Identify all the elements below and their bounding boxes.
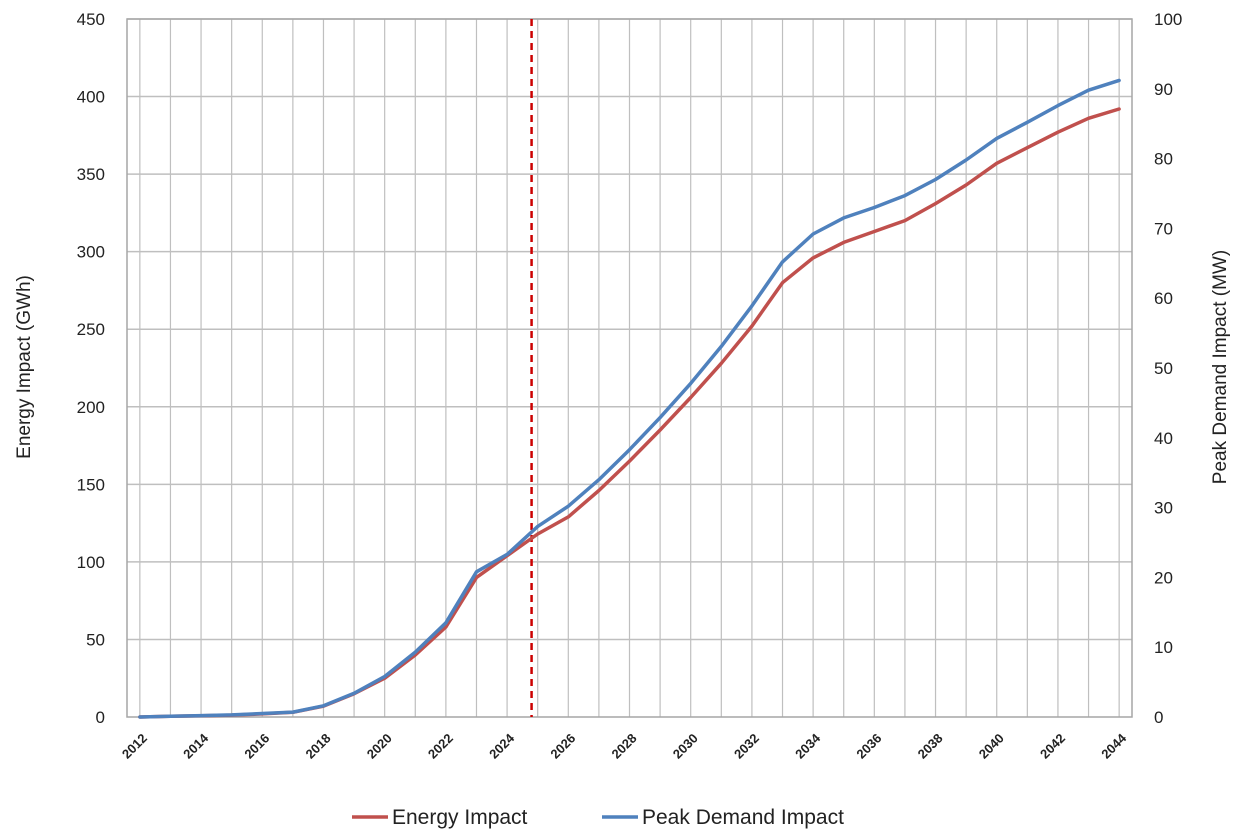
legend-item-peak-demand: Peak Demand Impact [602,806,844,829]
left-axis-ticks: 0 50 100 150 200 250 300 350 400 450 [77,10,105,727]
vertical-gridlines [139,19,1120,717]
right-tick-label: 100 [1154,10,1182,29]
legend-item-energy: Energy Impact [352,806,528,829]
right-tick-label: 70 [1154,219,1173,238]
left-tick-label: 50 [86,630,105,649]
x-axis-ticks: 2012 2014 2016 2018 2020 2022 2024 2026 2028 2030… [119,730,1130,762]
right-tick-label: 60 [1154,289,1173,308]
right-axis-title: Peak Demand Impact (MW) [1210,250,1231,484]
x-tick-label: 2026 [547,731,578,762]
x-tick-label: 2030 [670,731,701,762]
x-tick-label: 2018 [303,731,334,762]
legend-label-peak-demand: Peak Demand Impact [642,806,844,829]
left-tick-label: 350 [77,165,105,184]
series-group [138,78,1121,719]
x-tick-label: 2020 [364,731,395,762]
plot-area-border [126,18,1133,718]
left-tick-label: 200 [77,398,105,417]
left-tick-label: 150 [77,475,105,494]
x-tick-label: 2012 [119,731,150,762]
series-line-peak-demand-impact [138,78,1121,719]
right-axis-ticks: 0 10 20 30 40 50 60 70 80 90 100 [1154,10,1182,727]
left-tick-label: 300 [77,243,105,262]
right-tick-label: 40 [1154,429,1173,448]
x-tick-label: 2024 [486,730,518,762]
x-tick-label: 2036 [853,731,884,762]
x-tick-label: 2040 [976,731,1007,762]
right-tick-label: 10 [1154,638,1173,657]
x-tick-label: 2034 [792,730,824,762]
right-tick-label: 20 [1154,568,1173,587]
x-tick-label: 2032 [731,731,762,762]
legend: Energy Impact Peak Demand Impact [352,806,844,829]
left-tick-label: 400 [77,88,105,107]
right-tick-label: 90 [1154,80,1173,99]
left-tick-label: 250 [77,320,105,339]
x-tick-label: 2042 [1037,731,1068,762]
right-tick-label: 30 [1154,499,1173,518]
x-tick-label: 2022 [425,731,456,762]
right-tick-label: 80 [1154,150,1173,169]
legend-label-energy: Energy Impact [392,806,528,829]
left-tick-label: 450 [77,10,105,29]
x-tick-label: 2028 [609,731,640,762]
right-tick-label: 50 [1154,359,1173,378]
left-axis-title: Energy Impact (GWh) [14,275,35,459]
x-tick-label: 2014 [180,730,212,762]
x-tick-label: 2044 [1098,730,1130,762]
left-tick-label: 100 [77,553,105,572]
x-tick-label: 2016 [241,731,272,762]
x-tick-label: 2038 [915,731,946,762]
left-tick-label: 0 [96,708,105,727]
right-tick-label: 0 [1154,708,1163,727]
